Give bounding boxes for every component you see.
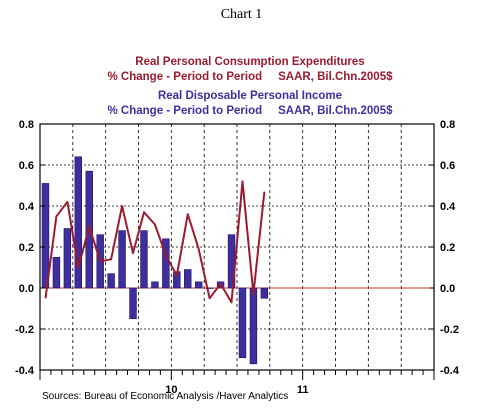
page-title: Chart 1 — [220, 7, 263, 22]
x-year-label: 11 — [297, 384, 309, 396]
y-tick-label-left: -0.4 — [15, 365, 35, 377]
bar-dpi — [260, 287, 269, 299]
bar-dpi — [41, 183, 50, 289]
x-year-label: 10 — [165, 384, 177, 396]
bar-dpi — [195, 281, 203, 289]
y-tick-label-right: 0.8 — [440, 119, 455, 131]
y-tick-label-left: 0.8 — [19, 119, 34, 131]
y-tick-label-right: -0.2 — [440, 324, 459, 336]
y-tick-label-left: 0.4 — [19, 201, 35, 213]
y-tick-label-right: 0.4 — [440, 201, 456, 213]
legend-pce-name: Real Personal Consumption Expenditures — [135, 56, 365, 68]
y-tick-label-right: 0.2 — [440, 242, 455, 254]
y-tick-label-right: 0.0 — [440, 283, 455, 295]
bar-dpi — [238, 287, 247, 358]
bar-dpi — [107, 273, 115, 289]
bar-dpi — [184, 269, 192, 289]
y-tick-label-left: 0.2 — [19, 242, 34, 254]
y-tick-label-left: 0.6 — [19, 160, 34, 172]
legend-dpi-subtitle: % Change - Period to Period SAAR, Bil.Ch… — [107, 105, 393, 117]
y-tick-label-right: 0.6 — [440, 160, 455, 172]
line-pce — [44, 180, 266, 304]
legend-dpi-name: Real Disposable Personal Income — [157, 90, 343, 102]
bar-dpi — [63, 228, 72, 289]
bar-dpi — [205, 287, 214, 289]
legend-pce: Real Personal Consumption Expenditures %… — [60, 55, 440, 85]
legend-pce-subtitle: % Change - Period to Period SAAR, Bil.Ch… — [107, 71, 393, 83]
legend-dpi: Real Disposable Personal Income % Change… — [60, 89, 440, 119]
y-tick-label-left: -0.2 — [15, 324, 34, 336]
bar-dpi — [140, 230, 148, 289]
y-tick-label-right: -0.4 — [440, 365, 460, 377]
bar-dpi — [52, 256, 61, 289]
source-note: Sources: Bureau of Economic Analysis /Ha… — [42, 391, 289, 402]
bar-dpi — [118, 230, 126, 289]
y-tick-label-left: 0.0 — [19, 283, 34, 295]
bar-dpi — [249, 287, 258, 365]
bar-dpi — [74, 156, 82, 289]
bar-dpi — [151, 281, 159, 289]
bar-dpi — [129, 287, 137, 320]
